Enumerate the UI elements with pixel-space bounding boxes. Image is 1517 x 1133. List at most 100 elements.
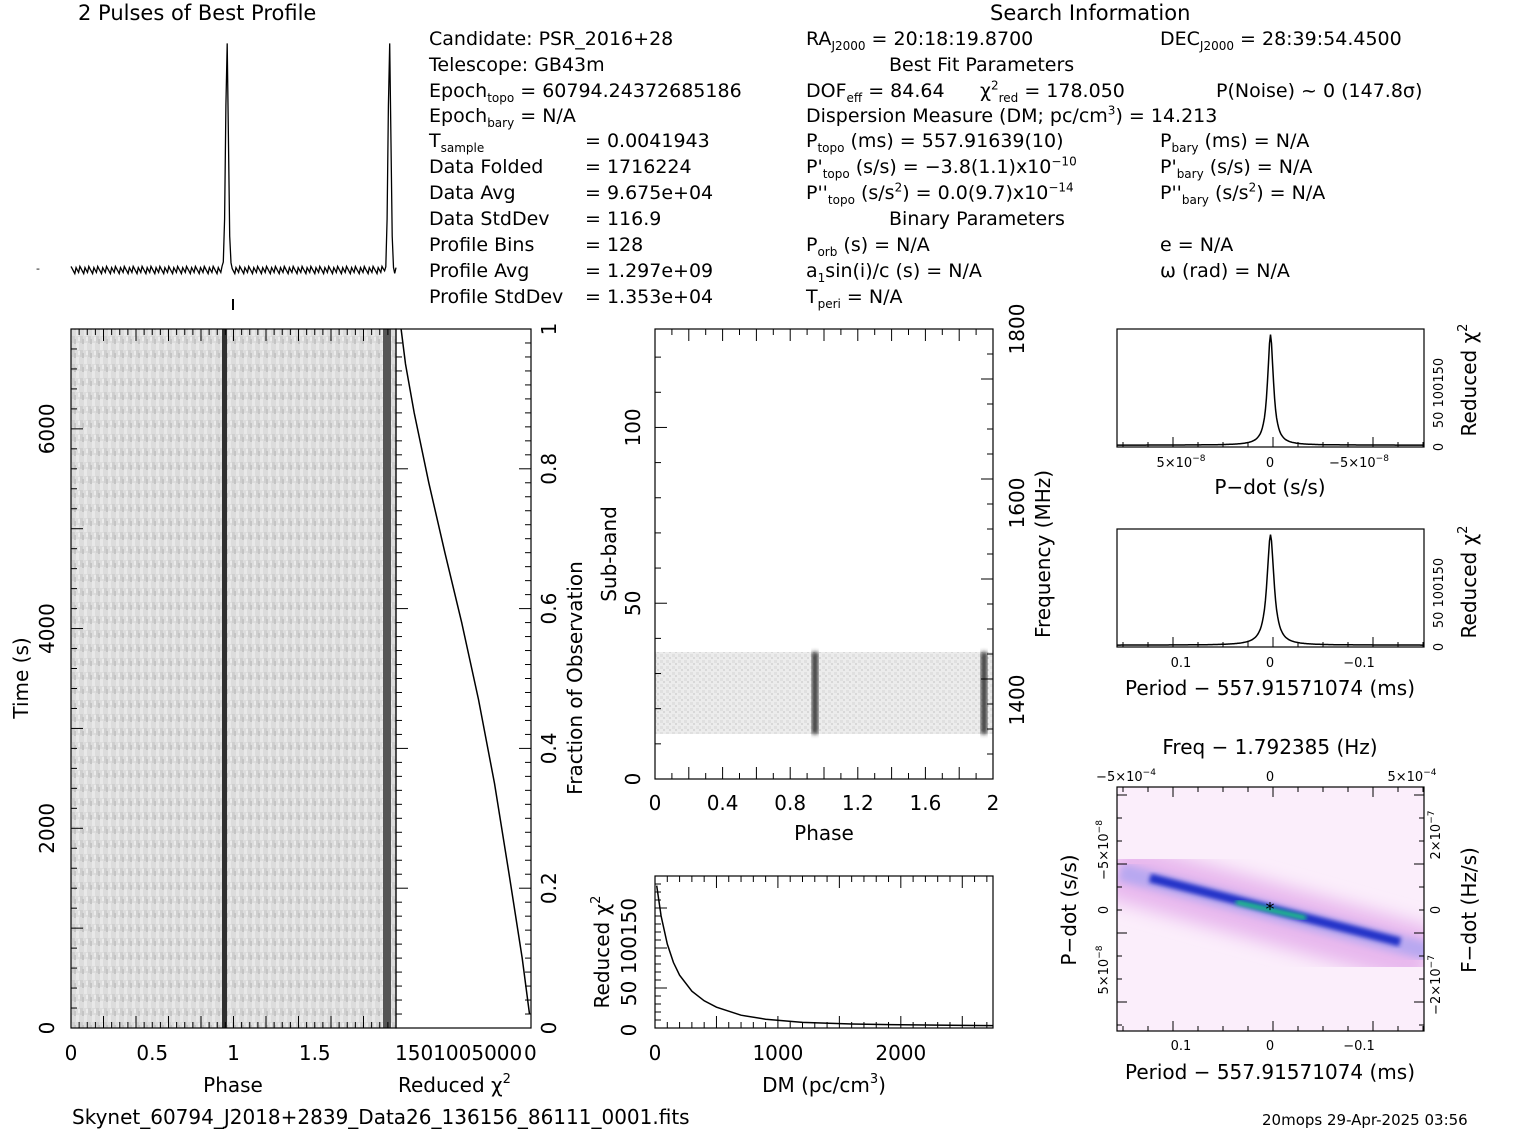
search-info-title: Search Information	[990, 1, 1191, 25]
pdot-topo: P'topo (s/s) = −3.8(1.1)x10−10	[806, 154, 1077, 181]
subband-pulse-2	[981, 652, 987, 734]
tp-xtick-label: 1.5	[299, 1041, 331, 1065]
t-peri: Tperi = N/A	[806, 286, 903, 311]
sb-ftick-label: 1800	[1005, 304, 1029, 355]
dec-j2000: DECJ2000 = 28:39:54.4500	[1160, 28, 1402, 53]
plane-ytick-label: 5×10−8	[1095, 945, 1112, 994]
plane-ytick-label: −5×10−8	[1095, 820, 1112, 880]
fraction-ylabel: Fraction of Observation	[563, 561, 587, 795]
chi2-time-xtick-zero: 0	[524, 1041, 537, 1065]
plane-xlabel: Period − 557.91571074 (ms)	[1125, 1060, 1415, 1084]
pdot-curve-line	[1117, 334, 1424, 446]
period-ytick-zero: 0	[1432, 643, 1447, 651]
sb-xtick-label: 1.2	[842, 791, 874, 815]
small-xtick-label: 0	[1266, 456, 1274, 471]
tsample-value: = 0.0041943	[585, 130, 710, 152]
omega: ω (rad) = N/A	[1160, 260, 1290, 282]
ra-j2000: RAJ2000 = 20:18:19.8700	[806, 28, 1034, 53]
profile-title: 2 Pulses of Best Profile	[78, 1, 317, 25]
ct-ytick-label: 0.4	[537, 732, 561, 764]
plane-peak	[1235, 900, 1307, 920]
frequency-ylabel: Frequency (MHz)	[1031, 470, 1055, 638]
small-xtick-label: 0	[1266, 656, 1274, 671]
binary-title: Binary Parameters	[889, 208, 1065, 230]
dm-yticks: 50 100150	[617, 898, 641, 1006]
tsample-label: Tsample	[429, 130, 485, 155]
time-phase-plot: 0 0.5 1 1.5 0 2000 4000 6000 Phase Time (s)	[9, 328, 397, 1097]
plane-top-xtick-label: 0	[1266, 770, 1274, 785]
subband-signal-region	[655, 652, 993, 734]
dm-xtick-label: 0	[649, 1041, 662, 1065]
dm-ylabel: Reduced χ2	[589, 896, 614, 1009]
subband-plot: 0 0.4 0.8 1.2 1.6 2 0 50 100 1400 1600 1800 Phase S…	[597, 304, 1055, 845]
profile-line	[70, 43, 397, 276]
candidate-name: Candidate: PSR_2016+28	[429, 28, 674, 50]
pdot-curve-plot: 5×10−8 0 −5×10−8 P−dot (s/s) 50 100150 Red…	[1116, 324, 1481, 499]
ct-ytick-label: 0.8	[537, 453, 561, 485]
cand-row-label: Profile Avg	[429, 260, 530, 282]
epoch-topo: Epochtopo = 60794.24372685186	[429, 80, 742, 105]
sb-ytick-label: 50	[621, 590, 645, 615]
pdot-yticks: 50 100150	[1432, 358, 1447, 428]
chi2-time-plot: 0 0.2 0.4 0.6 0.8 1 1501005000 0 Reduced χ2 F…	[395, 323, 587, 1097]
subband-ylabel: Sub-band	[597, 506, 621, 602]
best-fit-title: Best Fit Parameters	[889, 54, 1075, 76]
sb-xtick-label: 0.8	[774, 791, 806, 815]
profile-plot: -	[36, 43, 397, 310]
chi2-reduced: χ2red = 178.050	[980, 78, 1125, 105]
cand-row-value: = 128	[585, 234, 644, 256]
tp-xtick-label: 0	[65, 1041, 78, 1065]
sb-xtick-label: 0.4	[707, 791, 739, 815]
epoch-bary: Epochbary = N/A	[429, 105, 576, 130]
timestamp: 20mops 29-Apr-2025 03:56	[1262, 1111, 1468, 1129]
tp-xtick-label: 0.5	[136, 1041, 168, 1065]
small-xtick-label: 0.1	[1171, 656, 1192, 671]
dm-xtick-label: 1000	[752, 1041, 803, 1065]
plane-xtick-label: 0.1	[1171, 1039, 1192, 1054]
sb-ytick-label: 0	[621, 773, 645, 786]
p-orb: Porb (s) = N/A	[806, 234, 930, 259]
sb-ftick-label: 1600	[1005, 478, 1029, 529]
chi2-time-xticks: 1501005000	[395, 1041, 522, 1065]
cand-row-value: = 116.9	[585, 208, 662, 230]
period-xlabel: Period − 557.91571074 (ms)	[1125, 676, 1415, 700]
sb-ytick-label: 100	[621, 408, 645, 446]
dm-xtick-label: 2000	[875, 1041, 926, 1065]
time-phase-background	[71, 329, 396, 1028]
period-curve-line	[1117, 534, 1424, 646]
plane-frame	[1116, 786, 1425, 1032]
plane-title: Freq − 1.792385 (Hz)	[1162, 735, 1377, 759]
pnoise: P(Noise) ~ 0 (147.8σ)	[1216, 80, 1423, 102]
dm-xlabel: DM (pc/cm3)	[762, 1072, 886, 1097]
p-topo: Ptopo (ms) = 557.91639(10)	[806, 130, 1064, 155]
telescope-name: Telescope: GB43m	[429, 54, 605, 76]
cand-row-label: Data StdDev	[429, 208, 550, 230]
dm-ytick-zero: 0	[617, 1024, 641, 1037]
ct-ytick-label: 0	[537, 1022, 561, 1035]
plane-top-xtick-label: 5×10−4	[1388, 768, 1437, 785]
cand-row-label: Data Folded	[429, 156, 544, 178]
plane-xtick-label: −0.1	[1343, 1039, 1375, 1054]
pdot-bary: P'bary (s/s) = N/A	[1160, 156, 1313, 181]
cand-row-label: Profile Bins	[429, 234, 535, 256]
cand-row-label: Data Avg	[429, 182, 516, 204]
pulse-track-2	[383, 329, 391, 1028]
cand-row-value: = 1.353e+04	[585, 286, 714, 308]
sb-xtick-label: 0	[649, 791, 662, 815]
dm-frame	[654, 875, 994, 1029]
fits-filename: Skynet_60794_J2018+2839_Data26_136156_86…	[72, 1105, 690, 1129]
pdot-ytick-zero: 0	[1432, 443, 1447, 451]
period-yticks: 50 100150	[1432, 558, 1447, 628]
pdot-period-plane: * 0.1 0 −0.1 −5×10−4 0 5×10−4 5×10−8 0 −5×10−8 −2…	[1057, 735, 1481, 1084]
plane-right-ytick-label: 2×10−7	[1427, 811, 1444, 860]
sb-xtick-label: 2	[987, 791, 1000, 815]
dm-plot: 0 1000 2000 50 100150 Reduced χ2 0 DM (pc/…	[589, 875, 994, 1097]
period-curve-frame	[1116, 528, 1425, 648]
time-phase-ylabel: Time (s)	[9, 637, 33, 719]
chi2-time-frame	[395, 328, 532, 1029]
cand-row-label: Profile StdDev	[429, 286, 564, 308]
chi2-time-line	[400, 328, 531, 1015]
tp-xtick-label: 1	[227, 1041, 240, 1065]
pdot-ylabel: Reduced χ2	[1456, 324, 1481, 437]
